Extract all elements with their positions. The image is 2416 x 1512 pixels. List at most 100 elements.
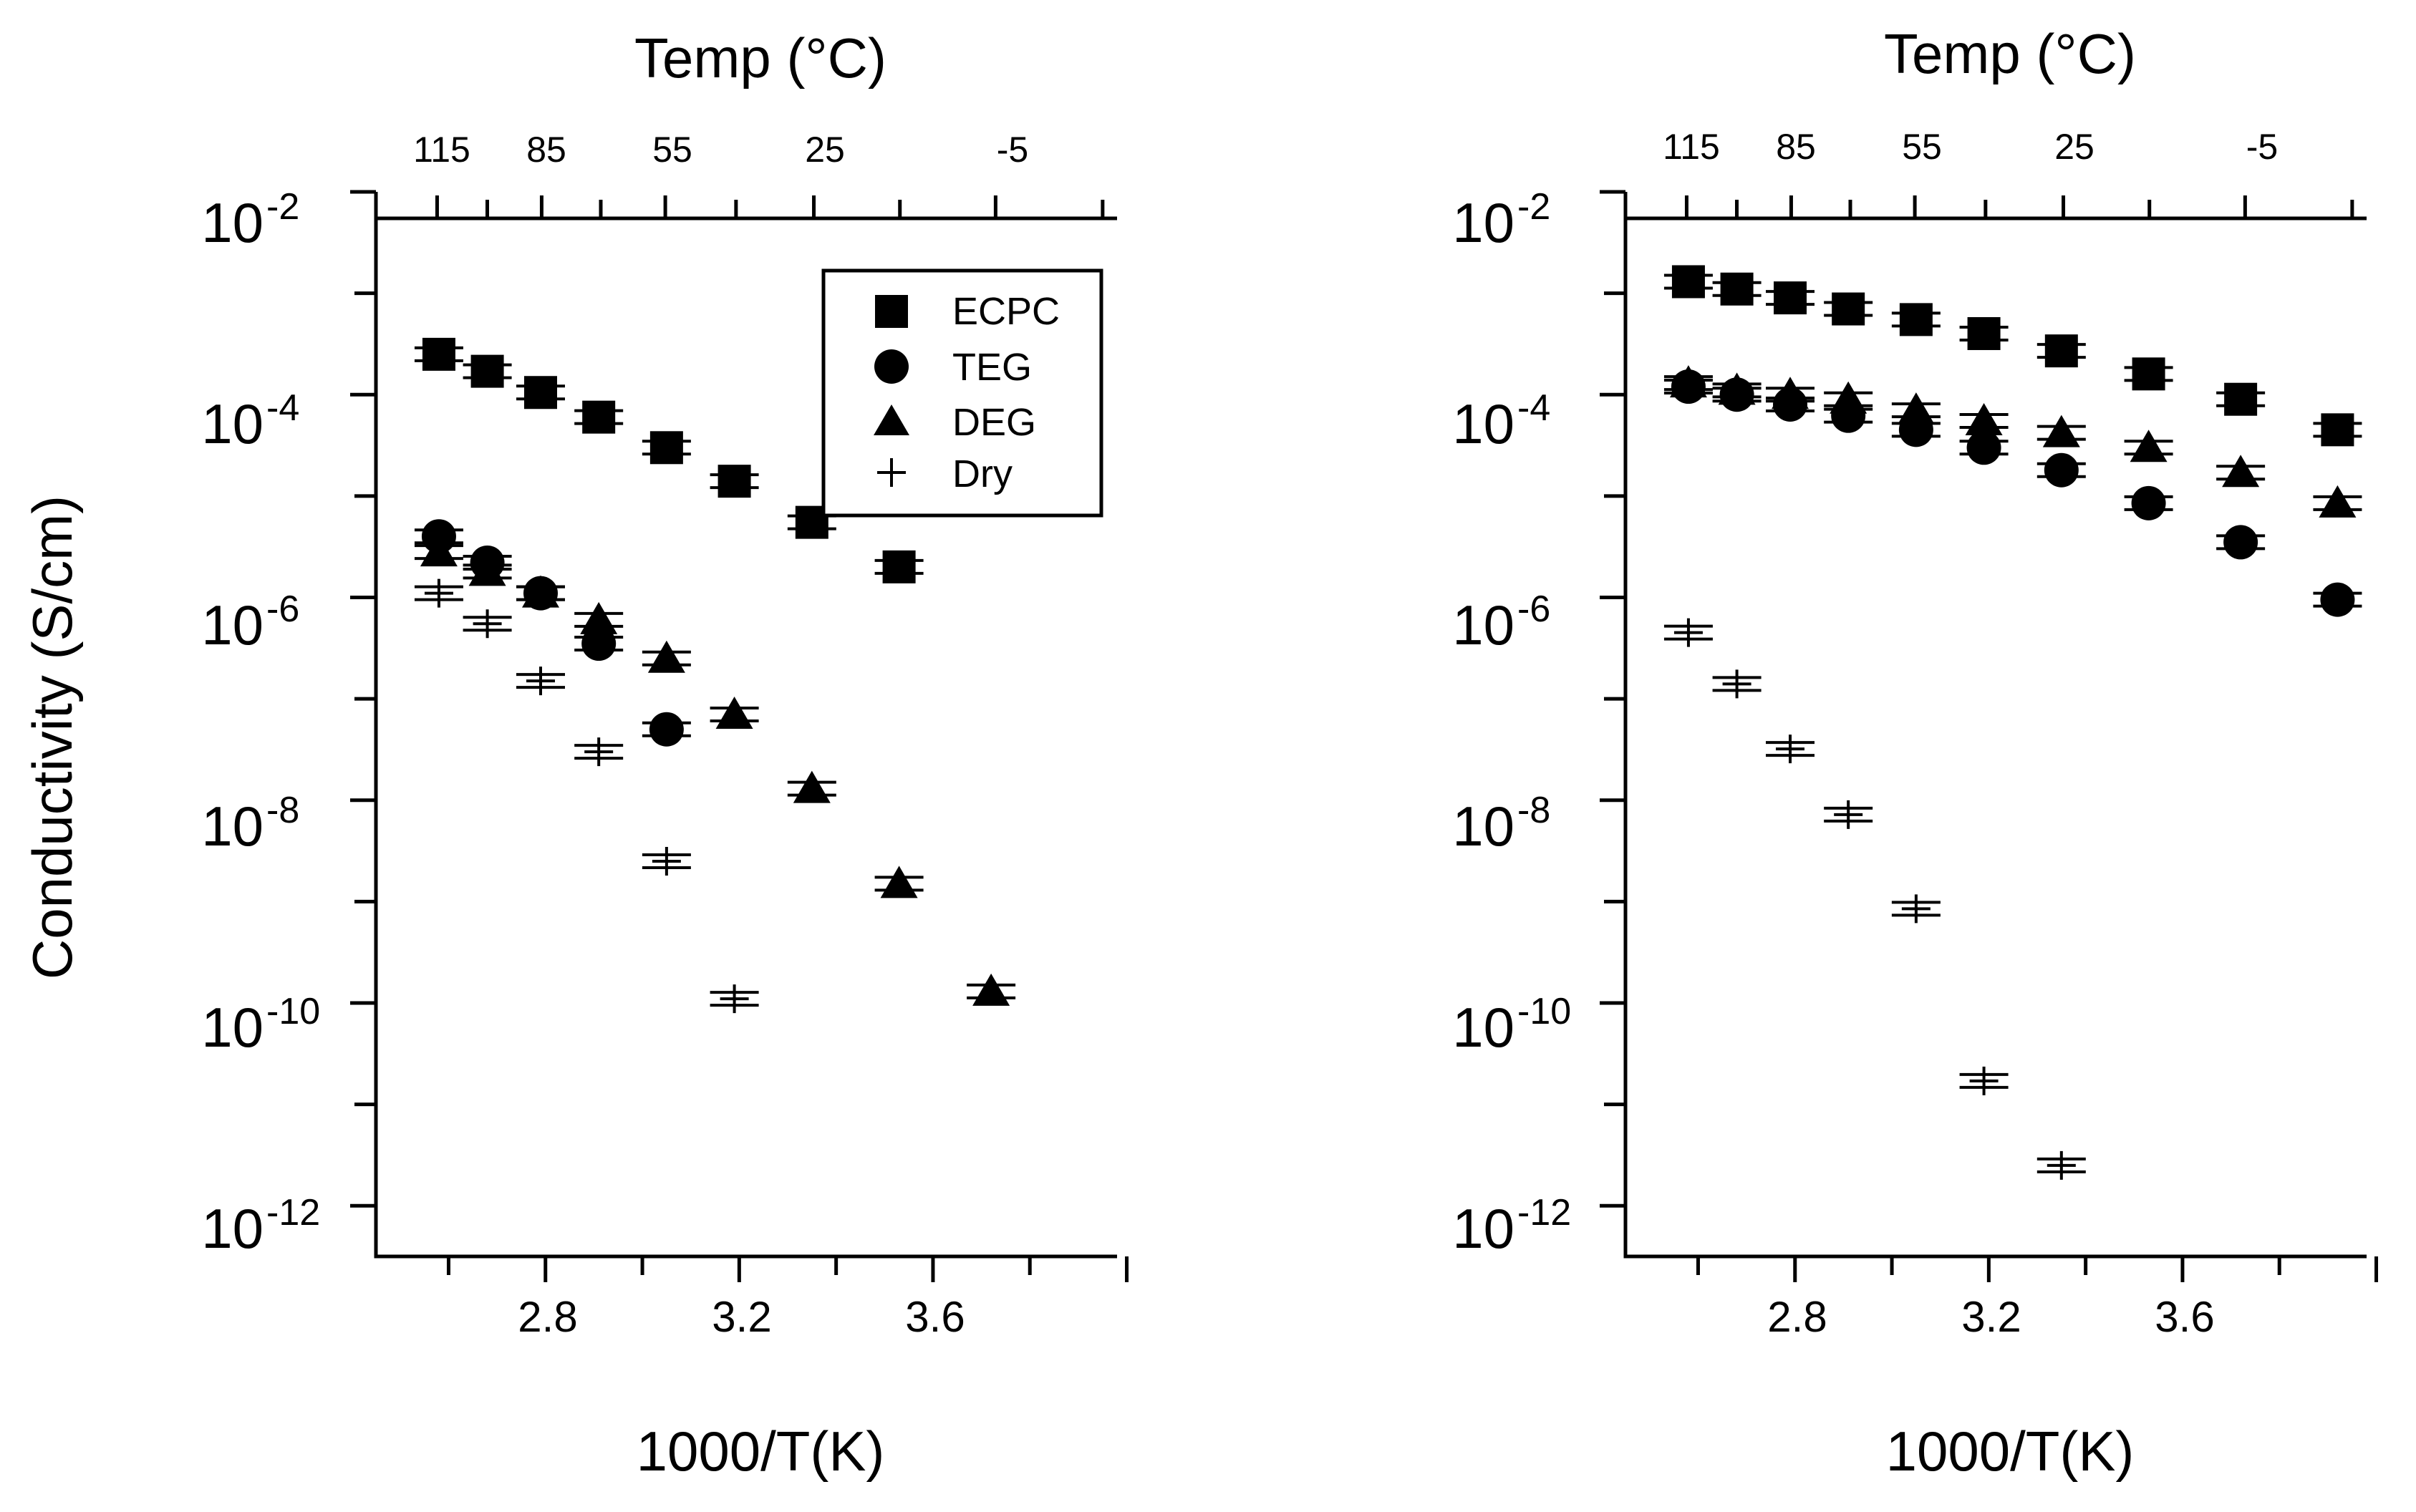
svg-text:10: 10 [1452, 593, 1514, 656]
data-point-deg [647, 640, 685, 673]
data-point-teg [649, 712, 684, 747]
left-ticks [350, 190, 1129, 1282]
left-y-tick-label: 10 -8 [201, 790, 299, 858]
data-point-deg [1830, 381, 1867, 414]
svg-text:10: 10 [201, 593, 264, 656]
data-point-teg [2223, 525, 2258, 560]
left-x-tick-label: 3.2 [712, 1293, 771, 1341]
right-temp-tick-label: 115 [1663, 127, 1720, 167]
svg-text:10: 10 [1452, 191, 1514, 254]
data-point-deg [1965, 403, 2003, 436]
data-point-deg [1772, 377, 1809, 410]
data-point-ecpc [1774, 281, 1807, 315]
data-point-deg [2222, 455, 2260, 488]
data-point-dry [584, 737, 614, 767]
data-point-ecpc [882, 550, 916, 583]
svg-text:10: 10 [1452, 996, 1514, 1059]
right-temp-tick-label: 25 [2054, 127, 2094, 167]
data-point-deg [2042, 415, 2080, 447]
data-point-ecpc [1832, 292, 1865, 326]
left-temp-tick-label: 55 [652, 130, 692, 170]
data-point-dry [720, 984, 749, 1014]
right-temp-tick-label: 55 [1902, 127, 1942, 167]
data-point-ecpc [2321, 413, 2354, 447]
left-temp-tick-label: 25 [805, 130, 845, 170]
data-point-dry [424, 578, 453, 608]
right-y-tick-label: 10 -12 [1452, 1192, 1571, 1260]
svg-text:10: 10 [201, 191, 264, 254]
legend-marker-dry [877, 458, 906, 487]
data-point-deg [522, 575, 559, 608]
svg-text:10: 10 [201, 1197, 264, 1260]
svg-text:-8: -8 [266, 790, 299, 831]
svg-text:-2: -2 [1517, 186, 1550, 228]
right-y-tick-label: 10 -6 [1452, 588, 1550, 656]
svg-text:10: 10 [201, 795, 264, 858]
data-point-ecpc [1967, 316, 2001, 350]
left-data-marks [414, 337, 1016, 1014]
data-point-ecpc [470, 354, 504, 388]
data-point-dry [526, 667, 555, 696]
data-point-deg [1897, 392, 1935, 425]
data-point-teg [1966, 430, 2001, 465]
data-point-teg [581, 626, 617, 662]
data-point-dry [652, 846, 681, 876]
data-point-ecpc [524, 376, 557, 410]
left-x-tick-label: 3.6 [905, 1293, 965, 1341]
svg-text:-10: -10 [266, 991, 320, 1032]
right-data-marks [1663, 265, 2362, 1180]
data-point-ecpc [1671, 265, 1705, 299]
right-plot-frame [1623, 192, 2367, 1259]
right-x-axis-title: 1000/T(K) [1886, 1420, 2135, 1483]
data-point-dry [1722, 669, 1751, 699]
svg-text:10: 10 [201, 392, 264, 455]
right-y-tick-label: 10 -8 [1452, 790, 1550, 858]
svg-text:-4: -4 [266, 387, 299, 429]
svg-text:10: 10 [1452, 1197, 1514, 1260]
right-temp-tick-label: 85 [1776, 127, 1816, 167]
data-point-deg [2319, 485, 2357, 518]
right-y-tick-label: 10 -10 [1452, 991, 1571, 1059]
right-top-axis-title: Temp (°C) [1884, 22, 2136, 85]
data-point-ecpc [2132, 357, 2165, 391]
data-point-teg [2131, 485, 2166, 520]
data-point-deg [1669, 365, 1707, 398]
right-x-tick-label: 2.8 [1767, 1293, 1827, 1341]
svg-text:-8: -8 [1517, 790, 1550, 831]
left-temp-tick-label: 115 [413, 130, 470, 170]
legend-label-dry: Dry [952, 452, 1013, 495]
data-point-ecpc [422, 337, 455, 371]
left-y-tick-label: 10 -10 [201, 991, 320, 1059]
right-ticks [1600, 190, 2379, 1282]
data-point-dry [2047, 1150, 2076, 1180]
legend: ECPC TEG DEG Dry [821, 268, 1103, 518]
left-x-axis-title: 1000/T(K) [637, 1420, 885, 1483]
data-point-dry [1776, 735, 1804, 764]
left-temp-tick-label: -5 [997, 130, 1028, 170]
data-point-ecpc [582, 400, 616, 434]
svg-text:10: 10 [1452, 392, 1514, 455]
legend-marker-teg [874, 349, 909, 384]
data-point-deg [2130, 430, 2168, 462]
svg-text:-2: -2 [266, 186, 299, 228]
data-point-teg [2320, 582, 2355, 617]
data-point-deg [580, 601, 618, 634]
svg-text:-4: -4 [1517, 387, 1550, 429]
legend-box [821, 268, 1103, 518]
y-axis-title: Conductivity (S/cm) [21, 495, 84, 979]
legend-label-teg: TEG [952, 346, 1032, 389]
data-point-deg [880, 866, 918, 898]
legend-marker-ecpc [875, 295, 908, 328]
data-point-ecpc [2044, 334, 2078, 368]
svg-text:-6: -6 [1517, 588, 1550, 630]
data-point-deg [715, 697, 753, 730]
left-y-tick-label: 10 -12 [201, 1192, 320, 1260]
data-point-ecpc [2224, 382, 2258, 416]
data-point-deg [793, 770, 831, 803]
right-y-tick-label: 10 -2 [1452, 186, 1550, 254]
right-x-tick-label: 3.2 [1961, 1293, 2021, 1341]
data-point-dry [1901, 894, 1931, 924]
data-point-dry [1673, 618, 1703, 647]
data-point-ecpc [717, 465, 751, 498]
legend-marker-deg [874, 404, 909, 435]
